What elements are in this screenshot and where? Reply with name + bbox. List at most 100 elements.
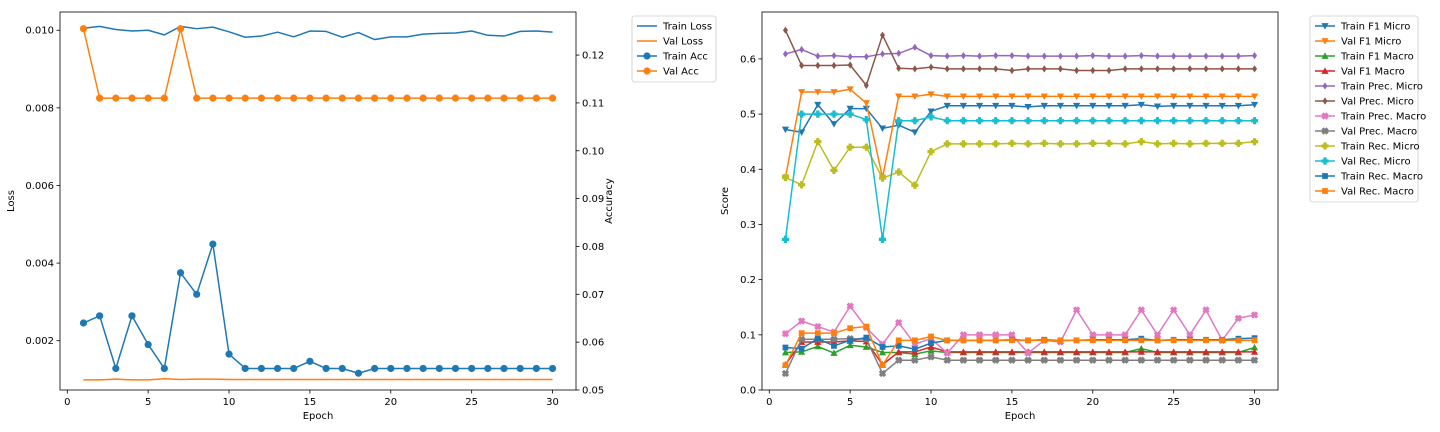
x-tick-label: 20: [1086, 397, 1099, 408]
data-point: [1008, 331, 1016, 339]
data-point: [1073, 348, 1081, 355]
data-point: [1250, 343, 1259, 351]
data-point: [863, 323, 870, 330]
data-point: [1153, 348, 1162, 355]
data-point: [1170, 139, 1178, 147]
data-point: [225, 94, 233, 102]
data-point: [484, 94, 492, 102]
data-point: [144, 94, 152, 102]
y-tick-label: 0.006: [25, 181, 54, 192]
data-point: [1250, 101, 1259, 109]
data-point: [176, 269, 185, 277]
data-point: [1250, 117, 1259, 125]
data-point: [1137, 93, 1145, 101]
y-tick-label: 0.008: [25, 103, 54, 114]
data-point: [1105, 356, 1113, 364]
data-point: [79, 319, 88, 327]
data-point: [975, 117, 984, 125]
data-point: [911, 129, 919, 136]
data-point: [1040, 139, 1048, 147]
data-point: [1153, 93, 1162, 101]
y2-tick-label: 0.10: [582, 146, 604, 157]
data-point: [306, 357, 314, 365]
data-point: [814, 335, 821, 342]
x-tick-label: 25: [1167, 397, 1180, 408]
data-point: [781, 369, 790, 378]
data-point: [863, 81, 869, 89]
y2-tick-label: 0.07: [582, 290, 604, 301]
data-point: [176, 25, 185, 33]
legend-marker: [1321, 127, 1329, 135]
legend-marker: [1321, 52, 1329, 59]
legend: Train Loss Val Loss Train Acc Val Acc: [631, 15, 717, 83]
data-point: [1089, 102, 1097, 110]
data-point: [1170, 348, 1178, 355]
data-point: [798, 348, 806, 355]
data-point: [1203, 65, 1209, 73]
data-point: [1057, 52, 1063, 60]
data-point: [112, 364, 120, 373]
series-line: [785, 46, 1255, 58]
data-point: [1250, 356, 1259, 364]
legend-label: Train Prec. Macro: [1340, 112, 1426, 123]
data-point: [895, 342, 902, 349]
data-point: [846, 105, 854, 113]
data-point: [993, 65, 999, 73]
data-point: [1089, 117, 1097, 125]
y-tick-label: 0.2: [740, 275, 756, 286]
data-point: [1008, 93, 1016, 101]
data-point: [290, 94, 298, 102]
legend-label: Val Rec. Macro: [1341, 187, 1414, 198]
data-point: [830, 349, 838, 356]
data-point: [799, 45, 805, 54]
data-point: [500, 364, 508, 373]
data-point: [912, 43, 918, 51]
data-point: [895, 168, 903, 176]
data-point: [814, 89, 822, 96]
data-point: [1186, 348, 1194, 355]
data-point: [927, 347, 935, 354]
data-point: [895, 348, 903, 355]
data-point: [1040, 93, 1048, 101]
data-point: [1008, 348, 1016, 355]
data-point: [993, 51, 999, 60]
data-point: [306, 94, 314, 102]
series-val-prec-micro: [782, 26, 1258, 89]
data-point: [782, 362, 789, 369]
data-point: [798, 181, 806, 189]
legend-item: Val Prec. Macro: [1315, 127, 1417, 138]
data-point: [1170, 117, 1178, 125]
data-point: [1218, 102, 1226, 110]
data-point: [1073, 337, 1080, 344]
data-point: [814, 110, 822, 118]
data-point: [1056, 356, 1065, 364]
data-point: [847, 325, 854, 332]
data-point: [911, 356, 919, 364]
data-point: [927, 113, 935, 121]
data-point: [1137, 348, 1145, 355]
data-point: [1202, 348, 1210, 355]
data-point: [1137, 117, 1145, 125]
data-point: [1056, 140, 1065, 148]
data-point: [846, 341, 854, 349]
data-point: [1186, 337, 1193, 344]
data-point: [831, 330, 837, 337]
data-point: [992, 140, 1000, 148]
legend-label: Val F1 Micro: [1341, 37, 1401, 48]
data-point: [1218, 139, 1226, 147]
data-point: [1073, 140, 1081, 148]
data-point: [959, 356, 968, 364]
legend-label: Val Rec. Micro: [1341, 157, 1411, 168]
x-tick-label: 10: [223, 397, 236, 408]
data-point: [451, 364, 460, 373]
x-tick-label: 0: [766, 397, 772, 408]
data-point: [1089, 337, 1096, 344]
data-point: [419, 364, 427, 373]
data-point: [338, 364, 346, 373]
legend-item: Val Prec. Micro: [1315, 97, 1414, 108]
data-point: [928, 51, 934, 60]
data-point: [387, 94, 395, 102]
data-point: [830, 166, 838, 174]
data-point: [1234, 102, 1242, 110]
data-point: [959, 348, 967, 355]
